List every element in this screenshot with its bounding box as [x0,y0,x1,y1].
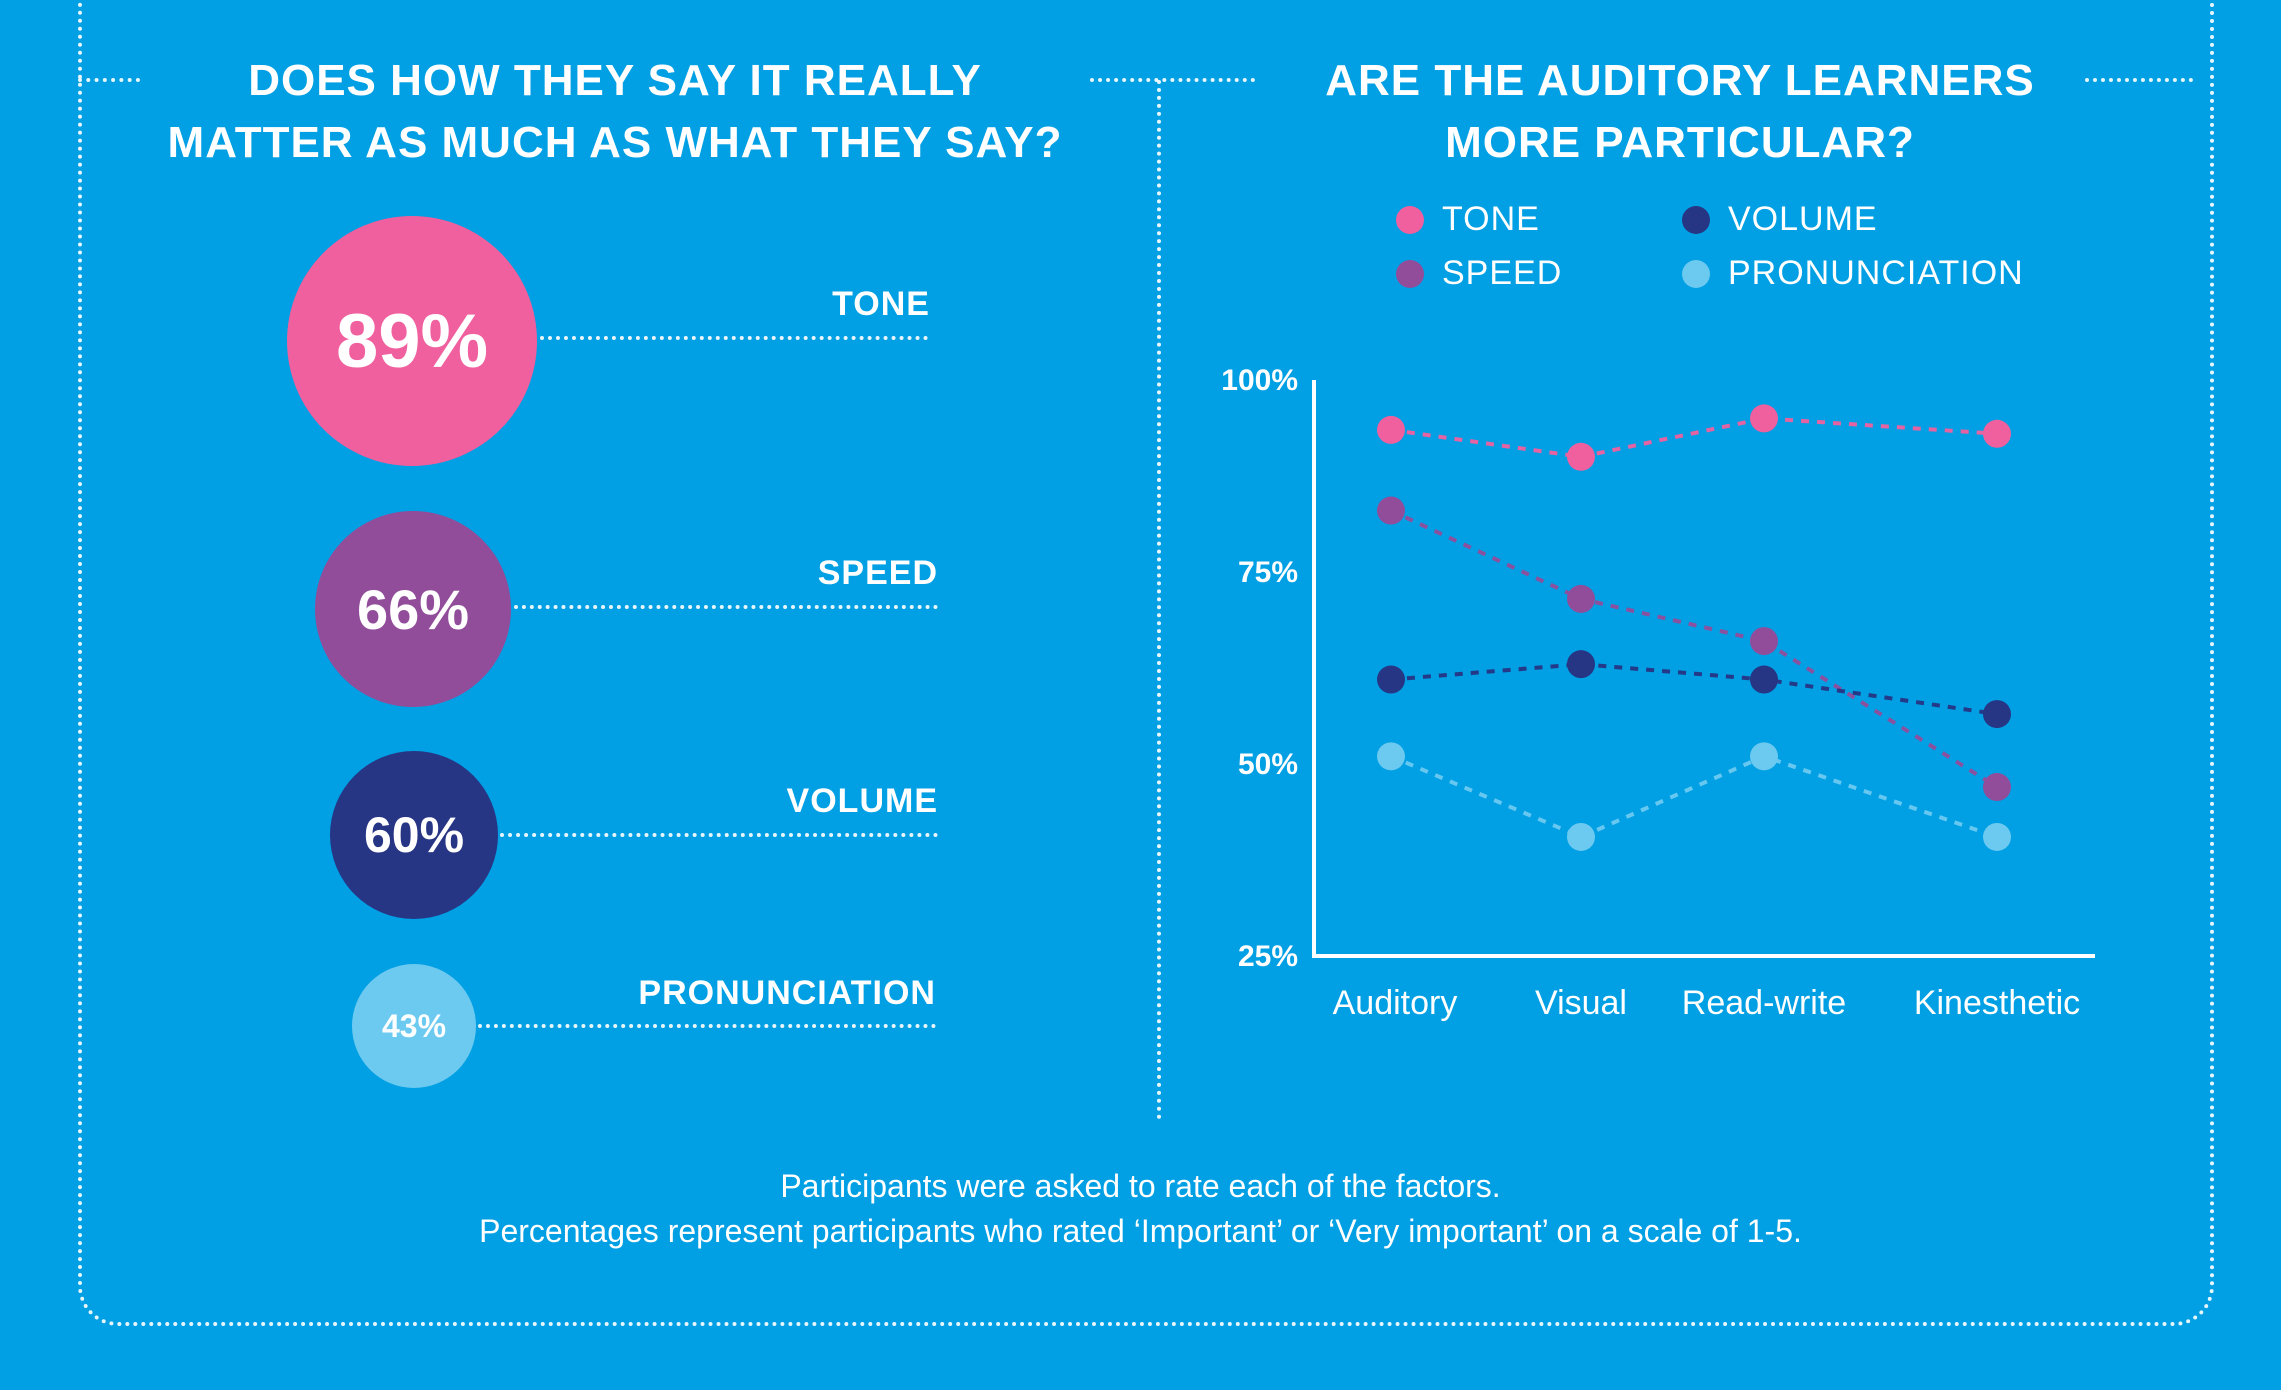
title-rule-left-b [1090,78,1255,82]
bubble-tone: 89% [287,216,537,466]
legend-dot-speed [1396,259,1424,288]
leader-speed [514,605,938,609]
bubble-volume-value: 60% [363,807,465,863]
y-tick-label: 25% [1238,940,1298,973]
outer-frame [78,0,2214,1326]
series-line-pronunciation [1390,754,1998,840]
bubble-pronunciation: 43% [352,964,476,1088]
legend-item-volume: VOLUME [1682,200,1878,239]
leader-tone [540,336,928,340]
data-point-tone [1567,442,1595,471]
bubble-speed: 66% [315,511,511,707]
footnote-line-2: Percentages represent participants who r… [479,1213,1802,1249]
data-point-pronunciation [1750,742,1778,771]
legend-label-tone: TONE [1442,200,1540,238]
leader-pronunciation [478,1024,936,1028]
data-point-tone [1377,415,1405,444]
y-tick-label: 100% [1221,364,1298,397]
x-tick-label: Visual [1535,984,1627,1022]
data-point-pronunciation [1567,822,1595,851]
line-chart: 100% 75% 50% 25% Auditory Visual Read-write Kin… [1221,364,2095,1022]
bubble-tone-label: TONE [832,285,930,323]
x-tick-label: Auditory [1333,984,1458,1022]
legend-label-volume: VOLUME [1728,200,1878,238]
right-title-line-2: MORE PARTICULAR? [1445,118,1915,167]
y-tick-label: 50% [1238,748,1298,781]
data-point-volume [1750,665,1778,694]
data-point-speed [1750,627,1778,656]
bubble-volume-label: VOLUME [786,782,938,820]
series-line-tone [1390,416,1998,459]
bubble-speed-value: 66% [356,577,470,641]
legend-label-pronunciation: PRONUNCIATION [1728,254,2024,292]
left-title-line-1: DOES HOW THEY SAY IT REALLY [248,56,982,105]
bubble-pronunciation-label: PRONUNCIATION [638,974,936,1012]
right-title: ARE THE AUDITORY LEARNERS MORE PARTICULA… [1280,50,2080,174]
title-rule-right-b [2085,78,2193,82]
series-line-speed [1390,508,1999,789]
x-tick-label: Read-write [1682,984,1846,1022]
footnote-line-1: Participants were asked to rate each of … [780,1168,1501,1204]
data-point-volume [1377,665,1405,694]
bubble-tone-value: 89% [335,298,489,384]
data-point-tone [1750,404,1778,433]
bubble-pronunciation-value: 43% [381,1007,447,1044]
legend-label-speed: SPEED [1442,254,1563,292]
left-title: DOES HOW THEY SAY IT REALLY MATTER AS MU… [120,50,1110,174]
footnote: Participants were asked to rate each of … [0,1164,2281,1254]
legend-item-pronunciation: PRONUNCIATION [1682,254,2024,293]
y-tick-label: 75% [1238,556,1298,589]
data-point-volume [1567,650,1595,679]
data-point-speed [1983,773,2011,802]
title-rule-left-a [78,78,140,82]
data-point-pronunciation [1377,742,1405,771]
legend-dot-tone [1396,205,1424,234]
series-line-volume [1390,662,1998,717]
leader-volume [500,833,938,837]
data-point-pronunciation [1983,822,2011,851]
data-point-speed [1377,496,1405,525]
legend-item-speed: SPEED [1396,254,1562,293]
panel-divider [1157,80,1161,1120]
data-point-speed [1567,584,1595,613]
legend-dot-volume [1682,205,1710,234]
legend-item-tone: TONE [1396,200,1540,239]
bubble-volume: 60% [330,751,498,919]
right-title-line-1: ARE THE AUDITORY LEARNERS [1325,56,2035,105]
data-point-tone [1983,419,2011,448]
left-title-line-2: MATTER AS MUCH AS WHAT THEY SAY? [167,118,1063,167]
bubble-speed-label: SPEED [817,554,938,592]
x-tick-label: Kinesthetic [1914,984,2080,1022]
legend-dot-pronunciation [1682,259,1710,288]
data-point-volume [1983,700,2011,729]
